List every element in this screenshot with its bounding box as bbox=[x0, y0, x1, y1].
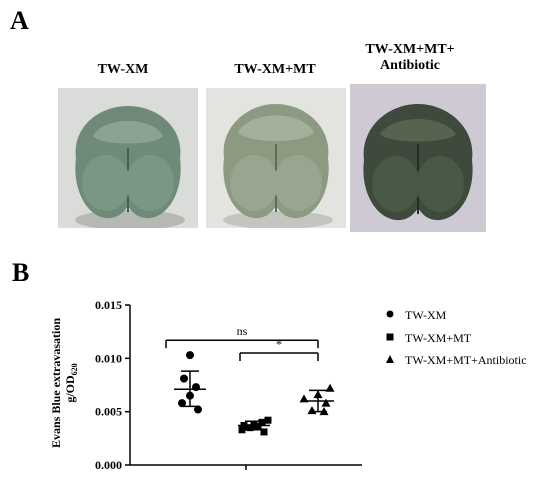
significance-label: ns bbox=[237, 324, 248, 338]
legend-item-tw-xm: TW-XM bbox=[385, 308, 446, 323]
data-point bbox=[319, 407, 329, 416]
data-point bbox=[264, 416, 272, 424]
data-point bbox=[186, 351, 194, 360]
data-point bbox=[325, 383, 335, 392]
square-marker-icon bbox=[385, 331, 405, 346]
data-point bbox=[250, 420, 258, 428]
data-point bbox=[307, 406, 317, 415]
data-point bbox=[246, 424, 254, 432]
y-axis-label-line1: Evans Blue extravasation bbox=[49, 318, 63, 448]
data-point bbox=[186, 391, 194, 400]
data-point bbox=[260, 428, 268, 436]
circle-marker-icon bbox=[385, 308, 405, 323]
triangle-marker-icon bbox=[385, 353, 405, 368]
data-point bbox=[321, 398, 331, 407]
legend-item-tw-xm-mt: TW-XM+MT bbox=[385, 331, 471, 346]
legend-label: TW-XM bbox=[405, 308, 447, 322]
y-axis-label-unit: g/OD bbox=[63, 375, 77, 403]
brain-photo-tw-xm-mt bbox=[206, 88, 346, 228]
data-point bbox=[258, 418, 266, 426]
data-point bbox=[240, 422, 248, 430]
data-point bbox=[313, 390, 323, 399]
y-tick-label: 0.000 bbox=[95, 458, 122, 472]
brain-photo-tw-xm bbox=[58, 88, 198, 228]
legend-label: TW-XM+MT+Antibiotic bbox=[405, 353, 527, 367]
data-point bbox=[254, 423, 262, 431]
panel-b-letter: B bbox=[12, 258, 30, 287]
y-axis-label-line2: g/OD620 bbox=[63, 363, 79, 402]
group-title-tw-xm-mt: TW-XM+MT bbox=[234, 62, 316, 77]
significance-label: * bbox=[276, 337, 282, 351]
group-title-line1: TW-XM+MT+ bbox=[365, 42, 455, 57]
data-point bbox=[178, 399, 186, 408]
group-title-tw-xm-mt-antibiotic: TW-XM+MT+ Antibiotic bbox=[340, 42, 480, 74]
y-tick-label: 0.010 bbox=[95, 351, 122, 365]
y-tick-label: 0.015 bbox=[95, 298, 122, 312]
data-point bbox=[180, 374, 188, 383]
data-point bbox=[194, 405, 202, 414]
legend-label: TW-XM+MT bbox=[405, 331, 472, 345]
y-tick-label: 0.005 bbox=[95, 405, 122, 419]
data-point bbox=[299, 394, 309, 403]
group-title-line2: Antibiotic bbox=[380, 58, 440, 73]
group-title-tw-xm: TW-XM bbox=[97, 62, 149, 77]
data-point bbox=[192, 383, 200, 392]
legend-item-tw-xm-mt-antibiotic: TW-XM+MT+Antibiotic bbox=[385, 353, 527, 368]
panel-a-letter: A bbox=[10, 6, 29, 35]
data-point bbox=[238, 426, 246, 434]
brain-photo-tw-xm-mt-antibiotic bbox=[350, 84, 486, 232]
y-axis-label-subscript: 620 bbox=[70, 363, 79, 375]
